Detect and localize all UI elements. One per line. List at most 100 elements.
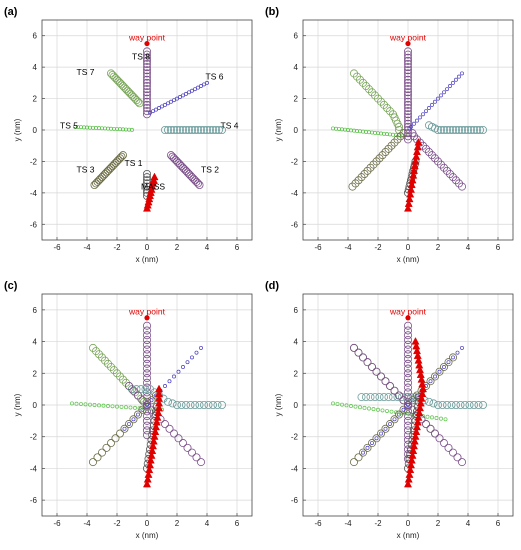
data-point (456, 400, 465, 409)
data-point (358, 78, 367, 87)
data-point (403, 113, 412, 122)
series-mass (403, 138, 423, 212)
data-point (178, 95, 182, 99)
data-point (344, 403, 349, 408)
data-point (406, 185, 416, 193)
y-tick-label: -4 (291, 464, 299, 473)
data-point (424, 397, 433, 406)
data-point (392, 417, 397, 422)
data-point (169, 429, 178, 438)
data-point (165, 424, 174, 433)
x-tick-label: 2 (436, 519, 441, 528)
data-point (430, 102, 434, 107)
data-point (472, 126, 481, 135)
data-point (433, 99, 437, 104)
data-point (424, 109, 428, 114)
data-point (148, 110, 152, 115)
data-point (442, 400, 451, 409)
data-point (90, 180, 99, 189)
data-point (457, 182, 466, 191)
data-point (149, 398, 154, 403)
data-point (403, 107, 412, 116)
data-point (142, 104, 151, 113)
data-point (385, 381, 394, 390)
series-ts2 (125, 381, 205, 467)
y-tick-label: -6 (291, 220, 299, 229)
data-point (110, 72, 119, 81)
data-point (384, 144, 393, 153)
data-point (478, 126, 487, 135)
y-tick-label: 0 (294, 401, 299, 410)
data-point (426, 424, 435, 433)
data-point (154, 394, 164, 402)
data-point (110, 160, 119, 169)
data-point (379, 431, 383, 436)
y-tick-label: -6 (30, 496, 38, 505)
data-point (374, 436, 379, 441)
y-tick-label: 6 (33, 306, 38, 315)
data-point (421, 112, 425, 117)
data-point (190, 176, 199, 185)
data-point (403, 56, 412, 65)
panel-a: way point TS 8 TS 7 TS 6 TS 5 TS 4 TS 3 TS 1 TS … (4, 6, 253, 264)
data-point (444, 443, 453, 452)
data-point (381, 424, 390, 433)
series-ts2 (349, 343, 466, 467)
annotation-label: TS 6 (206, 72, 224, 82)
series-ts2 (166, 151, 204, 189)
data-point (403, 364, 412, 373)
data-point (416, 370, 425, 378)
data-point (417, 375, 426, 383)
data-point (142, 335, 151, 344)
data-point (193, 87, 197, 92)
data-point (475, 126, 484, 135)
data-point (393, 135, 402, 144)
data-point (435, 434, 444, 443)
data-point (363, 443, 372, 452)
series-ts6 (122, 345, 203, 431)
data-point (340, 402, 344, 407)
annotation-label: TS 3 (77, 164, 95, 174)
data-point (375, 154, 384, 163)
annotation-label: way point (389, 307, 427, 317)
data-point (389, 409, 394, 414)
data-point (460, 126, 469, 135)
data-point (119, 151, 128, 160)
series-ts4 (160, 126, 226, 135)
data-point (349, 404, 353, 408)
data-point (142, 340, 151, 349)
data-point (447, 400, 456, 409)
x-tick-label: -2 (374, 243, 382, 252)
data-point (111, 74, 120, 83)
data-point (409, 441, 419, 450)
data-point (390, 386, 399, 395)
data-point (403, 72, 412, 81)
data-point (360, 169, 369, 178)
data-point (362, 405, 367, 410)
annotation-label: way point (128, 307, 166, 317)
data-point (412, 121, 416, 126)
data-point (466, 126, 475, 135)
data-point (406, 189, 415, 198)
data-point (129, 386, 138, 395)
data-point (413, 417, 422, 426)
data-point (180, 165, 189, 174)
data-point (385, 420, 394, 429)
data-point (102, 168, 111, 177)
data-point (436, 126, 445, 135)
panel-b: way point -6 -4 -2 0 2 4 6 -6 -4 -2 0 2 4 6 x (nm) y (nm… (265, 6, 514, 264)
panel-c: way point -6 -4 -2 0 2 4 6 -6 -4 -2 0 2 4 6 x (nm) y (nm… (4, 280, 253, 540)
data-point (409, 446, 418, 455)
data-point (154, 403, 164, 412)
data-point (125, 381, 134, 390)
data-point (403, 421, 412, 430)
waypoint-marker (405, 40, 411, 47)
data-point (99, 171, 108, 180)
data-point (217, 126, 226, 135)
data-point (142, 345, 151, 354)
data-point (465, 400, 474, 409)
data-point (184, 169, 193, 178)
annotation-label: TS 8 (132, 51, 150, 61)
data-point (403, 440, 412, 449)
data-point (367, 88, 376, 97)
